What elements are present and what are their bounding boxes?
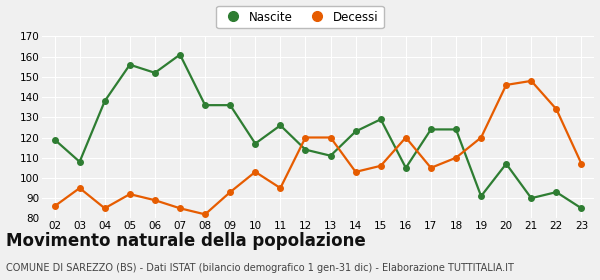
Nascite [553, 190, 560, 194]
Nascite [427, 128, 434, 131]
Nascite [251, 142, 259, 145]
Nascite [402, 166, 409, 169]
Line: Decessi: Decessi [52, 78, 584, 217]
Decessi [51, 205, 58, 208]
Decessi [327, 136, 334, 139]
Decessi [76, 186, 83, 190]
Decessi [402, 136, 409, 139]
Nascite [151, 71, 158, 74]
Nascite [377, 118, 385, 121]
Decessi [452, 156, 460, 159]
Nascite [302, 148, 309, 151]
Decessi [578, 162, 585, 165]
Decessi [302, 136, 309, 139]
Nascite [327, 154, 334, 157]
Nascite [202, 104, 209, 107]
Line: Nascite: Nascite [52, 52, 584, 211]
Nascite [452, 128, 460, 131]
Decessi [478, 136, 485, 139]
Legend: Nascite, Decessi: Nascite, Decessi [216, 6, 384, 28]
Text: Movimento naturale della popolazione: Movimento naturale della popolazione [6, 232, 366, 250]
Nascite [101, 99, 109, 103]
Decessi [377, 164, 385, 167]
Decessi [176, 207, 184, 210]
Text: COMUNE DI SAREZZO (BS) - Dati ISTAT (bilancio demografico 1 gen-31 dic) - Elabor: COMUNE DI SAREZZO (BS) - Dati ISTAT (bil… [6, 263, 514, 273]
Nascite [503, 162, 510, 165]
Nascite [227, 104, 234, 107]
Decessi [151, 199, 158, 202]
Decessi [503, 83, 510, 87]
Decessi [277, 186, 284, 190]
Decessi [527, 79, 535, 83]
Decessi [553, 108, 560, 111]
Nascite [478, 195, 485, 198]
Decessi [101, 207, 109, 210]
Nascite [277, 124, 284, 127]
Nascite [76, 160, 83, 164]
Nascite [352, 130, 359, 133]
Nascite [527, 197, 535, 200]
Nascite [176, 53, 184, 56]
Decessi [427, 166, 434, 169]
Decessi [126, 192, 133, 196]
Nascite [578, 207, 585, 210]
Decessi [227, 190, 234, 194]
Decessi [352, 170, 359, 174]
Decessi [251, 170, 259, 174]
Nascite [51, 138, 58, 141]
Nascite [126, 63, 133, 66]
Decessi [202, 213, 209, 216]
